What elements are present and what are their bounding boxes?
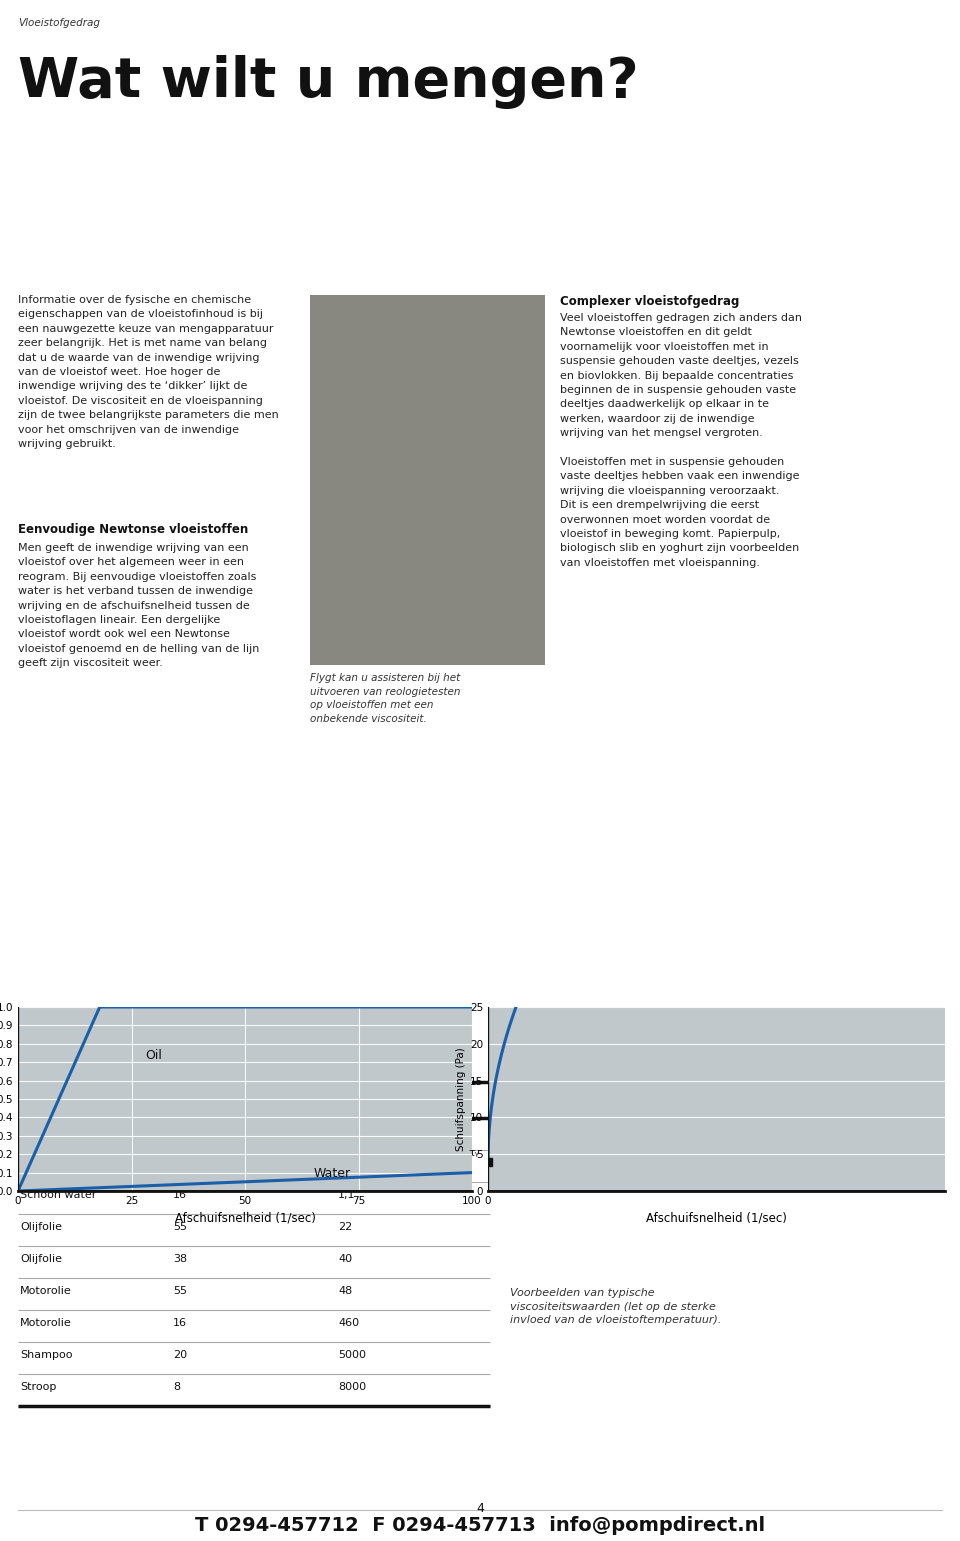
Text: Schoon water: Schoon water: [20, 1157, 96, 1168]
Text: Vloeistofgedrag: Vloeistofgedrag: [18, 18, 100, 28]
Text: Oil: Oil: [145, 1048, 162, 1062]
Text: Flygt kan u assisteren bij het
uitvoeren van reologietesten
op vloeistoffen met : Flygt kan u assisteren bij het uitvoeren…: [310, 673, 461, 724]
Text: 22: 22: [338, 1222, 352, 1231]
Text: Benzine: Benzine: [20, 1126, 64, 1136]
Text: 4: 4: [476, 1502, 484, 1515]
Text: τᵧ: τᵧ: [468, 1148, 479, 1157]
Text: T 0294-457712  F 0294-457713  info@pompdirect.nl: T 0294-457712 F 0294-457713 info@pompdir…: [195, 1516, 765, 1535]
Text: Motorolie: Motorolie: [20, 1287, 72, 1296]
Text: Men geeft de inwendige wrijving van een
vloeistof over het algemeen weer in een
: Men geeft de inwendige wrijving van een …: [18, 542, 259, 669]
Y-axis label: Schuifspanning (Pa): Schuifspanning (Pa): [456, 1048, 466, 1151]
X-axis label: Afschuifsnelheid (1/sec): Afschuifsnelheid (1/sec): [175, 1211, 316, 1225]
Text: 16: 16: [173, 1126, 187, 1136]
Text: Temperatuur: Temperatuur: [173, 1086, 258, 1100]
X-axis label: Afschuifsnelheid (1/sec): Afschuifsnelheid (1/sec): [646, 1211, 787, 1225]
Bar: [310, 294, 545, 666]
Text: 0,55: 0,55: [338, 1157, 363, 1168]
Text: Olijfolie: Olijfolie: [20, 1222, 62, 1231]
Text: (cP=mPas): (cP=mPas): [338, 1100, 398, 1110]
Text: Water: Water: [313, 1167, 350, 1180]
Text: Een reogram van water en motorolie. Het zijn allebei
Newtonse vloeistoffen met e: Een reogram van water en motorolie. Het …: [18, 1012, 336, 1049]
Text: Vloeistof: Vloeistof: [20, 1086, 79, 1100]
Text: Een reogram van een vloeistof met een kenmerkende
vloeispanning (τᵧ). Deze dremp: Een reogram van een vloeistof met een ke…: [488, 1012, 824, 1049]
Text: Voorbeelden van typische
viscositeitswaarden (let op de sterke
invloed van de vl: Voorbeelden van typische viscositeitswaa…: [510, 1288, 721, 1325]
Text: 40: 40: [338, 1254, 352, 1264]
Text: 0,31: 0,31: [338, 1126, 363, 1136]
Text: 38: 38: [173, 1254, 187, 1264]
Text: Complexer vloeistofgedrag: Complexer vloeistofgedrag: [560, 294, 739, 308]
Text: 16: 16: [173, 1190, 187, 1200]
Text: Motorolie: Motorolie: [20, 1318, 72, 1328]
Text: 55: 55: [173, 1222, 187, 1231]
Text: Wat wilt u mengen?: Wat wilt u mengen?: [18, 55, 638, 109]
Text: 460: 460: [338, 1318, 359, 1328]
Text: Informatie over de fysische en chemische
eigenschappen van de vloeistofinhoud is: Informatie over de fysische en chemische…: [18, 294, 278, 448]
Text: Viscositeit: Viscositeit: [338, 1086, 407, 1100]
Text: Veel vloeistoffen gedragen zich anders dan
Newtonse vloeistoffen en dit geldt
vo: Veel vloeistoffen gedragen zich anders d…: [560, 313, 802, 567]
Text: Shampoo: Shampoo: [20, 1350, 73, 1361]
Text: Eenvoudige Newtonse vloeistoffen: Eenvoudige Newtonse vloeistoffen: [18, 522, 249, 536]
Text: 48: 48: [338, 1287, 352, 1296]
Text: 16: 16: [173, 1318, 187, 1328]
Text: 20: 20: [173, 1350, 187, 1361]
Text: Stroop: Stroop: [20, 1382, 57, 1392]
Text: 55: 55: [173, 1287, 187, 1296]
Text: Schoon water: Schoon water: [20, 1190, 96, 1200]
Text: 8: 8: [173, 1382, 180, 1392]
Text: (°C): (°C): [173, 1100, 195, 1110]
Text: 1,1: 1,1: [338, 1190, 355, 1200]
Text: 5000: 5000: [338, 1350, 366, 1361]
Text: Olijfolie: Olijfolie: [20, 1254, 62, 1264]
Text: 55: 55: [173, 1157, 187, 1168]
Text: 8000: 8000: [338, 1382, 366, 1392]
